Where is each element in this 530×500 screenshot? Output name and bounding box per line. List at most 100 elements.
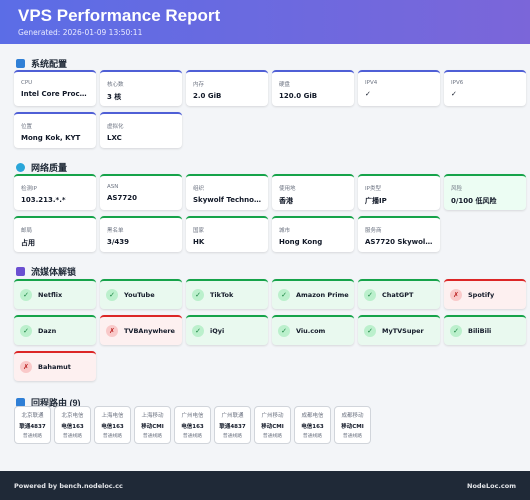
route-to: 电信163	[301, 424, 324, 430]
route-from: 上海移动	[141, 413, 164, 419]
stream-name: TVBAnywhere	[124, 327, 175, 335]
stream-name: Dazn	[38, 327, 57, 335]
stream-name: Spotify	[468, 291, 495, 299]
check-icon: ✓	[192, 325, 204, 337]
route-card: 北京电信电信163 普通线路	[54, 406, 91, 444]
section-routes-title: 回程路由 (9)	[16, 396, 81, 409]
system-card: 位置 Mong Kok, KYT	[14, 112, 96, 148]
route-to: 联通4837	[219, 424, 246, 430]
card-label: 检测IP	[21, 186, 37, 192]
network-card: 风险 0/100 低风险	[444, 174, 526, 210]
route-from: 广州移动	[261, 413, 284, 419]
route-to: 移动CMI	[141, 424, 164, 430]
stream-name: TikTok	[210, 291, 234, 299]
route-to: 电信163	[181, 424, 204, 430]
card-value: 2.0 GiB	[193, 92, 222, 100]
route-from: 成都电信	[301, 413, 324, 419]
system-card: IPV6 ✓	[444, 70, 526, 106]
check-icon: ✓	[278, 289, 290, 301]
globe-icon	[16, 163, 25, 172]
network-card: 黑名单 3/439	[100, 216, 182, 252]
network-card: 使用地 香港	[272, 174, 354, 210]
route-from: 北京联通	[21, 413, 44, 419]
stream-name: Viu.com	[296, 327, 326, 335]
card-value: Intel Core Processo...	[21, 90, 89, 98]
route-card: 上海电信电信163 普通线路	[94, 406, 131, 444]
route-type: 普通线路	[222, 434, 243, 439]
cross-icon: ✗	[450, 289, 462, 301]
card-value: LXC	[107, 134, 122, 142]
route-type: 普通线路	[342, 434, 363, 439]
stream-name: YouTube	[124, 291, 155, 299]
card-label: 核心数	[107, 82, 124, 88]
stream-item: ✓ YouTube	[100, 279, 182, 309]
route-to: 电信163	[61, 424, 84, 430]
route-from: 广州联通	[221, 413, 244, 419]
card-value: HK	[193, 238, 205, 246]
route-type: 普通线路	[262, 434, 283, 439]
route-type: 普通线路	[102, 434, 123, 439]
check-icon: ✓	[20, 289, 32, 301]
system-card: 内存 2.0 GiB	[186, 70, 268, 106]
card-label: 服务商	[365, 228, 382, 234]
card-value: 占用	[21, 239, 35, 247]
stream-item: ✗ TVBAnywhere	[100, 315, 182, 345]
card-label: 城市	[279, 228, 291, 234]
card-value: ✓	[365, 90, 371, 98]
route-card: 上海移动移动CMI 普通线路	[134, 406, 171, 444]
stream-item: ✓ ChatGPT	[358, 279, 440, 309]
card-value: 香港	[279, 197, 293, 205]
card-label: 风险	[451, 186, 463, 192]
card-value: 103.213.*.*	[21, 196, 66, 204]
card-value: Skywolf Technolog...	[193, 196, 261, 204]
stream-name: MyTVSuper	[382, 327, 424, 335]
route-from: 上海电信	[101, 413, 124, 419]
stream-name: ChatGPT	[382, 291, 414, 299]
section-network-title: 网络质量	[16, 161, 67, 174]
section-system-title: 系统配置	[16, 57, 67, 70]
check-icon: ✓	[20, 325, 32, 337]
stream-item: ✓ MyTVSuper	[358, 315, 440, 345]
cross-icon: ✗	[20, 361, 32, 373]
server-icon	[16, 59, 25, 68]
card-label: 硬盘	[279, 82, 291, 88]
stream-item: ✓ Amazon Prime	[272, 279, 354, 309]
section-routes-label: 回程路由 (9)	[31, 398, 81, 408]
network-card: 组织 Skywolf Technolog...	[186, 174, 268, 210]
stream-name: Netflix	[38, 291, 63, 299]
card-label: 国家	[193, 228, 205, 234]
network-card: 服务商 AS7720 Skywolf Te...	[358, 216, 440, 252]
report-title: VPS Performance Report	[18, 6, 221, 25]
stream-item: ✓ Netflix	[14, 279, 96, 309]
network-card: IP类型 广播IP	[358, 174, 440, 210]
route-card: 成都电信 电信163 普通线路	[294, 406, 331, 444]
route-type: 普通线路	[142, 434, 163, 439]
system-card: 硬盘 120.0 GiB	[272, 70, 354, 106]
check-icon: ✓	[278, 325, 290, 337]
route-icon	[16, 398, 25, 407]
card-value: Hong Kong	[279, 238, 323, 246]
card-value: 0/100 低风险	[451, 197, 497, 205]
network-card: ASN AS7720	[100, 174, 182, 210]
network-card: 城市 Hong Kong	[272, 216, 354, 252]
route-card: 成都移动 移动CMI 普通线路	[334, 406, 371, 444]
card-label: 邮局	[21, 228, 33, 234]
section-network-label: 网络质量	[31, 163, 68, 173]
route-to: 移动CMI	[341, 424, 364, 430]
card-value: Mong Kok, KYT	[21, 134, 81, 142]
route-type: 普通线路	[62, 434, 83, 439]
system-card: IPV4 ✓	[358, 70, 440, 106]
card-value: 广播IP	[365, 197, 387, 205]
route-to: 电信163	[101, 424, 124, 430]
stream-name: iQyi	[210, 327, 225, 335]
network-card: 检测IP 103.213.*.*	[14, 174, 96, 210]
card-label: ASN	[107, 184, 119, 190]
route-from: 广州电信	[181, 413, 204, 419]
card-label: CPU	[21, 80, 33, 86]
stream-item: ✓ Viu.com	[272, 315, 354, 345]
stream-name: Bahamut	[38, 363, 71, 371]
route-from: 北京电信	[61, 413, 84, 419]
film-icon	[16, 267, 25, 276]
section-system-label: 系统配置	[31, 59, 68, 69]
route-type: 普通线路	[182, 434, 203, 439]
